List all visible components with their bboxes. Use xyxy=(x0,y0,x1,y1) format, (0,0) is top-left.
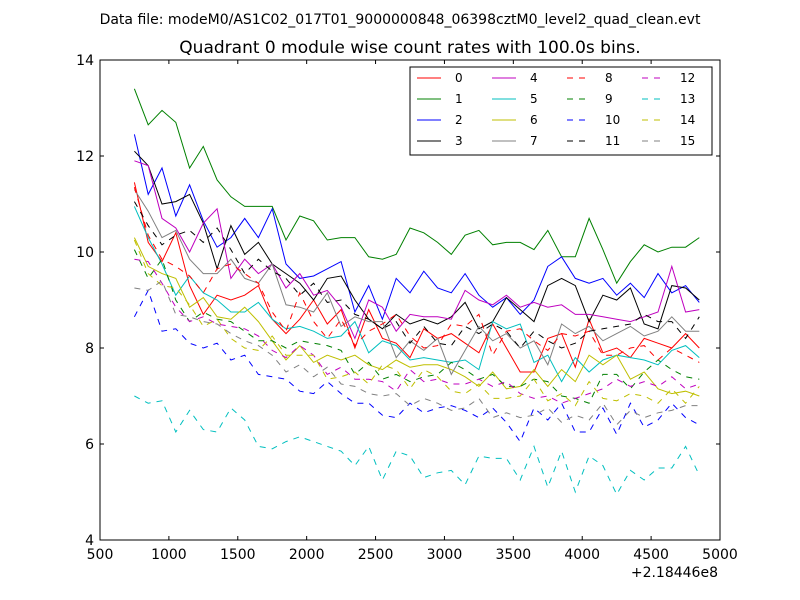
legend-label-8: 8 xyxy=(605,71,613,85)
series-15-line xyxy=(134,280,700,426)
x-tick-label: 5000 xyxy=(702,547,738,563)
x-tick-label: 4500 xyxy=(633,547,669,563)
series-10-line xyxy=(133,289,700,443)
y-tick-label: 12 xyxy=(76,149,94,165)
legend-label-10: 10 xyxy=(605,113,620,127)
x-tick-label: 1500 xyxy=(220,547,256,563)
series-layer xyxy=(133,88,700,496)
series-3-line xyxy=(134,150,700,330)
series-12-line xyxy=(134,258,700,404)
legend-label-5: 5 xyxy=(530,92,538,106)
legend-label-6: 6 xyxy=(530,113,538,127)
y-tick-label: 4 xyxy=(85,533,94,549)
legend-label-3: 3 xyxy=(455,134,463,148)
legend-label-14: 14 xyxy=(680,113,695,127)
chart-suptitle: Data file: modeM0/AS1C02_017T01_90000008… xyxy=(100,12,701,28)
series-8-line xyxy=(133,187,700,363)
y-tick-label: 10 xyxy=(76,245,94,261)
y-tick-label: 6 xyxy=(85,437,94,453)
legend-label-2: 2 xyxy=(455,113,463,127)
x-tick-label: 3000 xyxy=(427,547,463,563)
y-tick-label: 8 xyxy=(85,341,94,357)
x-tick-label: 2000 xyxy=(289,547,325,563)
legend-label-7: 7 xyxy=(530,134,538,148)
legend-label-4: 4 xyxy=(530,71,538,85)
series-14-line xyxy=(133,239,700,407)
x-axis: 500 1000 1500 2000 2500 3000 3500 4000 4500 5000 xyxy=(87,60,738,563)
series-11-line xyxy=(133,201,700,349)
series-0-line xyxy=(133,182,700,373)
plot-frame xyxy=(99,59,721,541)
legend-box xyxy=(409,66,713,156)
x-tick-label: 500 xyxy=(87,547,114,563)
legend-label-12: 12 xyxy=(680,71,695,85)
series-2-line xyxy=(133,134,700,321)
series-4-line xyxy=(134,160,700,340)
legend-label-0: 0 xyxy=(455,71,463,85)
legend-label-1: 1 xyxy=(455,92,463,106)
x-tick-label: 3500 xyxy=(496,547,532,563)
x-tick-label: 4000 xyxy=(564,547,600,563)
chart-title: Quadrant 0 module wise count rates with … xyxy=(179,38,640,58)
legend-label-11: 11 xyxy=(605,134,620,148)
legend-label-15: 15 xyxy=(680,134,695,148)
y-tick-label: 14 xyxy=(76,53,94,69)
x-tick-label: 2500 xyxy=(358,547,394,563)
series-13-line xyxy=(134,395,700,496)
series-5-line xyxy=(133,206,700,383)
series-7-line xyxy=(133,189,700,376)
legend-label-9: 9 xyxy=(605,92,613,106)
series-1-line xyxy=(133,88,700,285)
x-tick-label: 1000 xyxy=(151,547,187,563)
legend-label-13: 13 xyxy=(680,92,695,106)
series-9-line xyxy=(133,249,700,404)
x-offset-label: +2.18446e8 xyxy=(631,565,718,581)
series-6-line xyxy=(133,237,700,397)
